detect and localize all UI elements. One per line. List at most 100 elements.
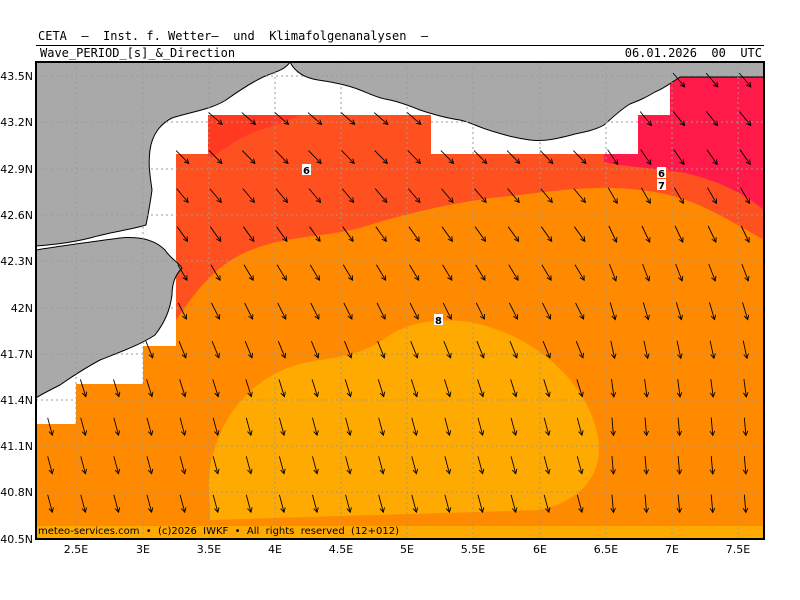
arrow-icon — [447, 275, 453, 282]
direction-arrow-shaft — [307, 112, 322, 125]
arrow-icon — [48, 430, 54, 437]
arrow-icon — [315, 197, 322, 204]
direction-arrow-shaft — [477, 494, 484, 513]
arrow-icon — [247, 468, 253, 475]
arrow-icon — [580, 197, 586, 204]
direction-arrow-shaft — [245, 456, 252, 474]
arrow-icon — [644, 275, 651, 282]
contour-label: 8 — [435, 316, 442, 327]
arrow-icon — [415, 119, 422, 126]
lat-label: 40.8N — [0, 486, 33, 499]
arrow-icon — [446, 314, 452, 320]
arrow-icon — [313, 468, 319, 475]
direction-arrow-shaft — [707, 187, 717, 204]
direction-arrow-shaft — [79, 379, 87, 397]
arrow-icon — [414, 236, 420, 243]
direction-arrow-shaft — [675, 302, 682, 320]
direction-arrow-shaft — [540, 188, 553, 203]
direction-arrow-shaft — [510, 379, 517, 397]
arrow-icon — [578, 391, 584, 398]
contour-label: 6 — [658, 169, 665, 180]
arrow-icon — [612, 198, 618, 205]
arrow-icon — [250, 119, 257, 126]
direction-arrow-shaft — [573, 188, 586, 203]
arrow-icon — [448, 158, 455, 165]
direction-arrow-shaft — [644, 455, 648, 475]
direction-arrow-shaft — [410, 340, 418, 359]
direction-arrow-shaft — [673, 149, 685, 165]
direction-arrow-shaft — [211, 340, 220, 359]
direction-arrow-shaft — [609, 302, 616, 320]
direction-arrow-shaft — [574, 264, 585, 281]
direction-arrow-shaft — [278, 379, 285, 397]
arrow-icon — [348, 236, 354, 243]
direction-arrow-shaft — [378, 494, 384, 513]
arrow-icon — [249, 158, 256, 165]
arrow-icon — [644, 353, 650, 360]
arrow-icon — [744, 275, 750, 282]
arrow-icon — [379, 430, 385, 437]
direction-arrow-shaft — [608, 225, 617, 243]
direction-arrow-shaft — [444, 379, 451, 397]
direction-arrow-shaft — [607, 187, 618, 204]
direction-arrow-shaft — [209, 188, 222, 203]
place-label-barcelona: Barce — [5, 365, 34, 376]
arrow-icon — [744, 237, 750, 243]
direction-arrow-shaft — [510, 494, 517, 513]
direction-arrow-shaft — [245, 417, 252, 436]
direction-arrow-shaft — [607, 149, 619, 165]
arrow-icon — [379, 507, 385, 514]
arrow-icon — [445, 430, 452, 437]
arrow-icon — [114, 391, 121, 398]
direction-arrow-shaft — [409, 302, 419, 320]
direction-arrow-shaft — [572, 150, 587, 164]
arrow-icon — [512, 352, 518, 359]
direction-arrow-shaft — [243, 226, 255, 242]
direction-arrow-shaft — [245, 379, 252, 397]
arrow-icon — [578, 430, 584, 437]
period-5-region — [604, 77, 764, 210]
direction-arrow-shaft — [343, 302, 353, 320]
direction-arrow-shaft — [574, 226, 586, 242]
direction-arrow-shaft — [145, 340, 154, 359]
arrow-icon — [611, 275, 618, 282]
direction-arrow-shaft — [543, 417, 550, 436]
arrow-icon — [148, 352, 154, 359]
arrow-icon — [579, 314, 585, 320]
arrow-icon — [478, 468, 485, 475]
direction-arrow-shaft — [113, 417, 119, 436]
direction-arrow-shaft — [345, 456, 351, 474]
arrow-icon — [147, 507, 154, 514]
direction-arrow-shaft — [47, 456, 53, 474]
arrow-icon — [447, 236, 453, 243]
direction-arrow-shaft — [542, 302, 551, 320]
arrow-icon — [742, 430, 749, 437]
arrow-icon — [513, 236, 520, 243]
arrow-icon — [676, 392, 683, 398]
arrow-icon — [445, 391, 452, 398]
direction-arrow-shaft — [710, 455, 714, 475]
arrow-icon — [182, 236, 189, 243]
arrow-icon — [283, 158, 289, 165]
direction-arrow-shaft — [543, 456, 550, 474]
arrow-icon — [446, 352, 452, 359]
chart-title: Wave_PERIOD_[s]_&_Direction — [40, 46, 236, 60]
direction-arrow-shaft — [674, 225, 684, 243]
arrow-icon — [481, 158, 488, 165]
arrow-icon — [676, 430, 683, 437]
arrow-icon — [709, 392, 716, 398]
arrow-icon — [712, 120, 719, 127]
arrow-icon — [248, 275, 254, 282]
direction-arrow-shaft — [179, 379, 186, 397]
arrow-icon — [547, 158, 554, 165]
arrow-icon — [448, 197, 454, 204]
arrow-icon — [742, 469, 749, 475]
direction-arrow-shaft — [244, 340, 253, 359]
direction-arrow-shaft — [80, 417, 86, 436]
arrow-icon — [578, 352, 585, 359]
direction-arrow-shaft — [375, 226, 387, 242]
land-spain — [36, 237, 183, 399]
arrow-icon — [380, 314, 386, 320]
arrow-icon — [480, 275, 486, 282]
arrow-icon — [480, 236, 487, 243]
